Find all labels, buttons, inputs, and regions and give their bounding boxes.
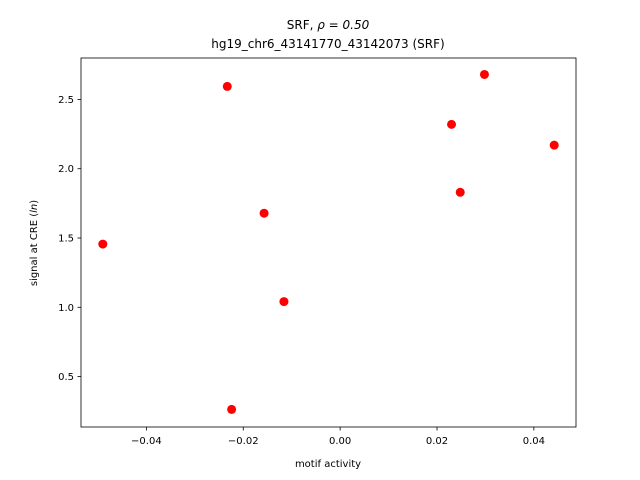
x-tick-label-4: 0.04 [523,436,545,447]
chart-title-prefix: SRF, [287,18,318,32]
y-tick-label-2: 1.5 [58,233,74,244]
x-tick-label-0: −0.04 [131,436,162,447]
data-point-5 [447,119,457,129]
data-point-4 [279,297,289,307]
y-tick-label-0: 0.5 [58,372,74,383]
y-axis-label-prefix: signal at CRE ( [29,213,40,286]
chart-title-rho: ρ = 0.50 [317,18,369,32]
x-axis-label: motif activity [295,459,361,470]
y-tick-label-3: 2.0 [58,164,74,175]
chart-title-line2: hg19_chr6_43141770_43142073 (SRF) [211,37,444,51]
data-point-8 [549,140,559,150]
data-point-0 [98,239,108,249]
x-tick-label-3: 0.02 [426,436,448,447]
plot-area: −0.04 −0.02 0.00 0.02 0.04 0.5 1.0 1.5 2.0 2.5 [58,57,577,447]
y-tick-label-1: 1.0 [58,303,74,314]
x-tick-label-1: −0.02 [228,436,259,447]
y-axis-label-italic: ln [29,204,40,213]
x-tick-label-2: 0.00 [329,436,351,447]
data-point-1 [222,81,232,91]
y-tick-label-4: 2.5 [58,95,74,106]
data-point-7 [479,69,489,79]
y-axis-label: signal at CRE (ln) [29,200,40,286]
y-axis-label-suffix: ) [29,200,40,204]
chart-title-line1: SRF, ρ = 0.50 [287,18,370,32]
data-point-2 [227,404,237,414]
axes-frame [80,57,577,428]
data-point-3 [259,208,269,218]
data-point-6 [455,187,465,197]
